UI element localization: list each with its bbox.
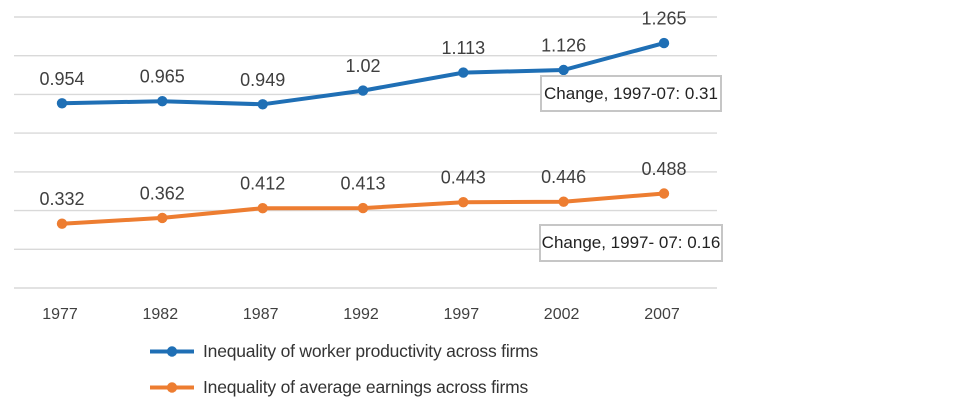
legend-item-average-earnings: Inequality of average earnings across fi… (149, 374, 538, 401)
legend-label-average-earnings: Inequality of average earnings across fi… (203, 377, 529, 397)
data-label: 1.02 (345, 56, 380, 76)
x-axis-label: 1992 (343, 306, 379, 323)
data-label: 0.332 (39, 189, 84, 209)
data-point (357, 85, 369, 96)
plot-area: 0.954 0.965 0.949 1.02 1.113 1.126 1.265 0.332 0… (14, 9, 717, 323)
data-label: 1.265 (641, 9, 686, 29)
data-label: 1.126 (541, 36, 586, 56)
annotation-change-productivity: Change, 1997-07: 0.31 (540, 75, 722, 112)
data-label: 0.965 (140, 67, 185, 87)
data-point (56, 218, 68, 229)
data-point (157, 212, 168, 224)
data-point (558, 196, 569, 207)
orange-line-marker-icon (150, 382, 194, 393)
data-point (157, 96, 168, 107)
data-label: 0.446 (541, 167, 586, 187)
data-label: 0.488 (641, 159, 686, 179)
legend-item-worker-productivity: Inequality of worker productivity across… (149, 338, 538, 365)
data-point (56, 98, 68, 109)
data-point (558, 64, 569, 76)
data-label: 0.443 (441, 168, 486, 188)
x-axis-label: 1977 (42, 306, 78, 323)
data-point (658, 188, 670, 199)
data-label: 0.949 (240, 70, 285, 90)
data-label: 1.113 (441, 38, 485, 58)
blue-line-marker-icon (150, 346, 194, 357)
data-label: 0.413 (340, 174, 385, 194)
data-label: 0.412 (240, 174, 285, 194)
data-point (458, 197, 469, 208)
x-axis-label: 2007 (644, 306, 680, 323)
legend-label-worker-productivity: Inequality of worker productivity across… (203, 341, 539, 361)
data-point (257, 99, 268, 110)
x-axis-label: 1997 (444, 306, 480, 323)
data-label: 0.954 (39, 69, 84, 89)
data-point (257, 203, 268, 214)
legend: Inequality of worker productivity across… (149, 338, 538, 401)
data-point (658, 37, 670, 49)
data-label: 0.362 (140, 183, 185, 203)
data-point (357, 202, 369, 214)
x-axis-label: 2002 (544, 306, 580, 323)
data-point (458, 67, 469, 78)
x-axis-label: 1987 (243, 306, 279, 323)
x-axis-label: 1982 (143, 306, 179, 323)
annotation-change-earnings: Change, 1997- 07: 0.16 (539, 224, 723, 262)
